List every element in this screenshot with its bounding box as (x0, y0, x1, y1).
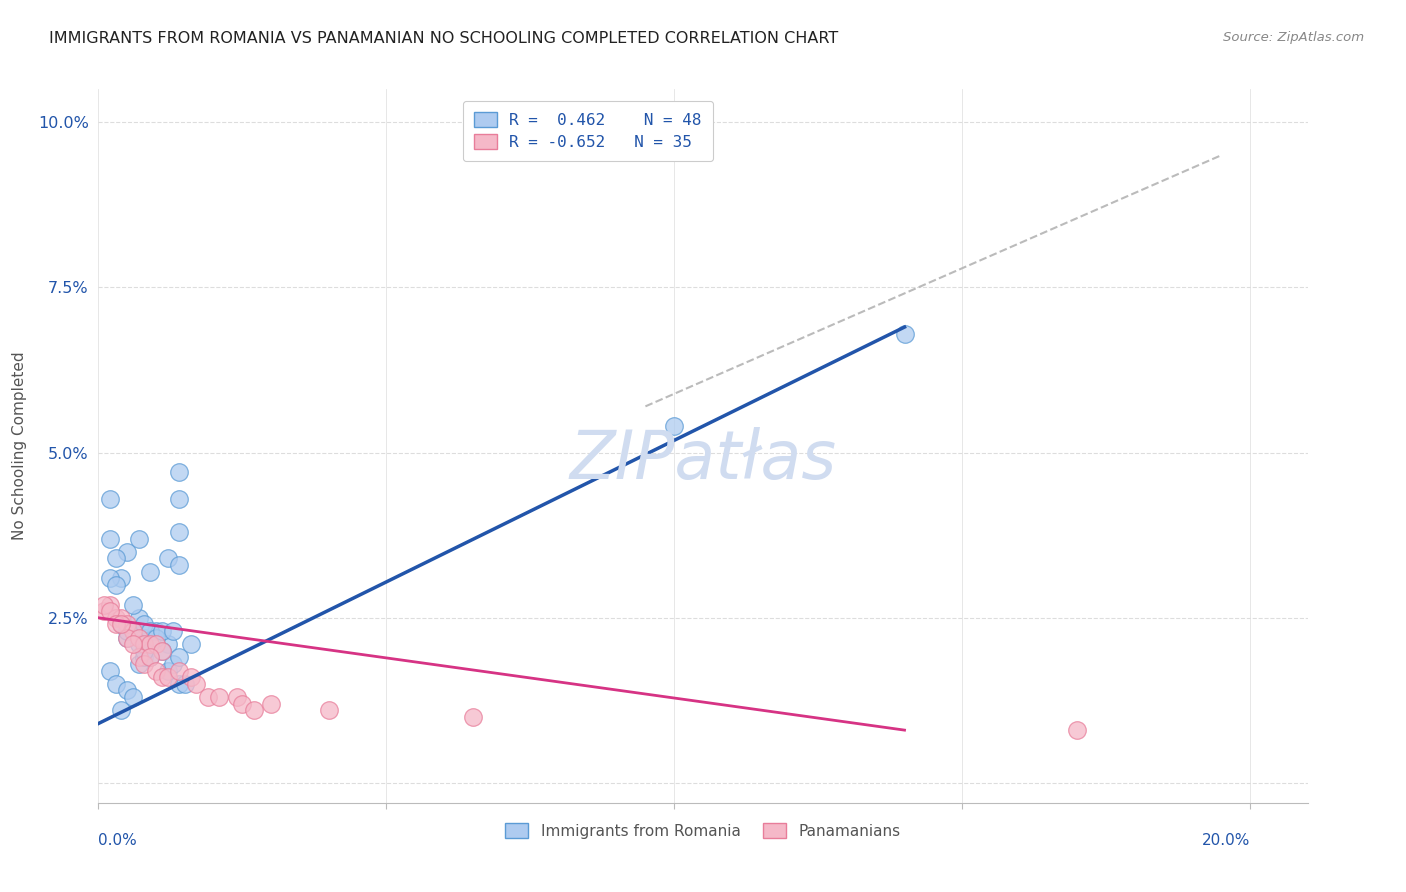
Point (134, 631, 156, 645)
Point (93, 604, 115, 618)
Point (156, 637, 179, 651)
Point (145, 631, 167, 645)
Point (110, 611, 132, 625)
Point (104, 611, 127, 625)
Point (145, 637, 167, 651)
Point (167, 491, 190, 506)
Point (139, 624, 162, 638)
Point (156, 670, 179, 684)
Point (115, 624, 138, 638)
Point (145, 664, 167, 678)
Point (156, 551, 179, 566)
Point (162, 657, 184, 671)
Point (225, 690, 247, 704)
Point (162, 624, 184, 638)
Point (110, 571, 132, 585)
Point (98, 491, 121, 506)
Point (128, 650, 150, 665)
Point (128, 631, 150, 645)
Point (150, 644, 173, 658)
Point (104, 551, 127, 566)
Point (231, 697, 253, 711)
Text: Source: ZipAtlas.com: Source: ZipAtlas.com (1223, 31, 1364, 45)
Point (243, 703, 266, 717)
Point (134, 631, 156, 645)
Point (156, 664, 179, 678)
Point (93, 598, 115, 612)
Point (98, 604, 121, 618)
Text: IMMIGRANTS FROM ROMANIA VS PANAMANIAN NO SCHOOLING COMPLETED CORRELATION CHART: IMMIGRANTS FROM ROMANIA VS PANAMANIAN NO… (49, 31, 838, 46)
Point (318, 703, 340, 717)
Point (167, 664, 190, 678)
Point (110, 703, 132, 717)
Point (98, 598, 121, 612)
Text: 0.0%: 0.0% (98, 833, 138, 848)
Point (461, 710, 484, 724)
Point (104, 677, 127, 691)
Point (110, 617, 132, 632)
Point (180, 637, 202, 651)
Point (134, 637, 156, 651)
Legend: Immigrants from Romania, Panamanians: Immigrants from Romania, Panamanians (499, 817, 907, 845)
Point (98, 532, 121, 546)
Point (186, 677, 208, 691)
Text: 20.0%: 20.0% (1202, 833, 1250, 848)
Point (139, 637, 162, 651)
Point (134, 657, 156, 671)
Point (128, 532, 150, 546)
Point (167, 466, 190, 480)
Point (110, 617, 132, 632)
Point (115, 683, 138, 698)
Point (122, 624, 145, 638)
Point (122, 637, 145, 651)
Point (180, 670, 202, 684)
Point (115, 545, 138, 559)
Point (115, 631, 138, 645)
Point (893, 326, 915, 341)
Text: ZIPatłas: ZIPatłas (569, 427, 837, 493)
Point (145, 624, 167, 638)
Point (115, 617, 138, 632)
Point (134, 650, 156, 665)
Point (167, 524, 190, 539)
Point (173, 677, 195, 691)
Point (1066, 723, 1088, 738)
Point (167, 677, 190, 691)
Point (128, 657, 150, 671)
Point (139, 650, 162, 665)
Point (150, 644, 173, 658)
Point (208, 690, 231, 704)
Y-axis label: No Schooling Completed: No Schooling Completed (11, 351, 27, 541)
Point (150, 624, 173, 638)
Point (128, 611, 150, 625)
Point (98, 664, 121, 678)
Point (150, 670, 173, 684)
Point (134, 644, 156, 658)
Point (139, 650, 162, 665)
Point (197, 690, 219, 704)
Point (122, 690, 145, 704)
Point (122, 598, 145, 612)
Point (664, 419, 686, 434)
Point (104, 617, 127, 632)
Point (128, 637, 150, 651)
Point (122, 624, 145, 638)
Point (134, 617, 156, 632)
Point (104, 578, 127, 592)
Point (115, 631, 138, 645)
Point (167, 558, 190, 572)
Point (260, 697, 283, 711)
Point (98, 571, 121, 585)
Point (167, 650, 190, 665)
Point (139, 565, 162, 579)
